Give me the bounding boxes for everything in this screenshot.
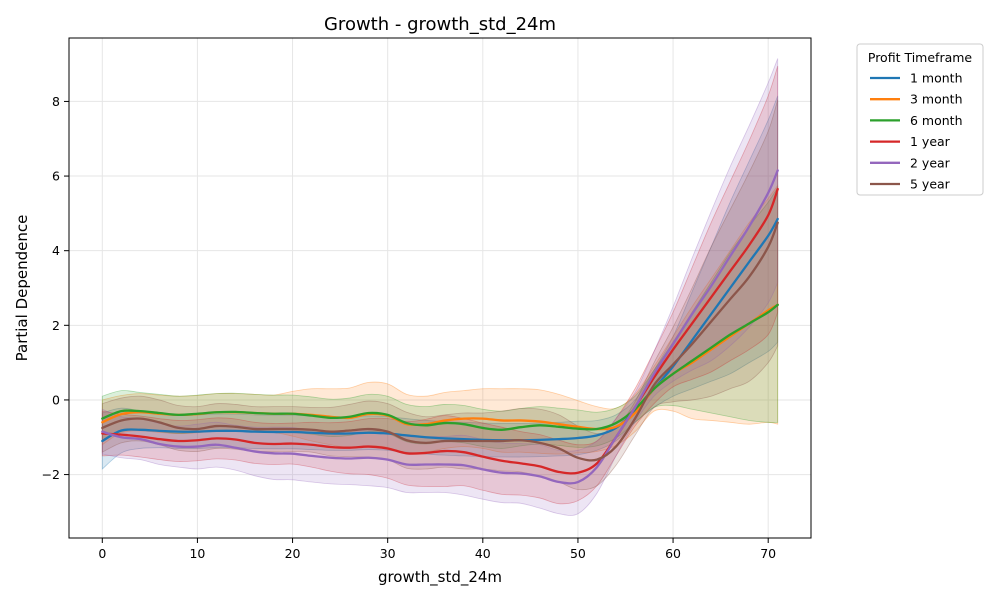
y-tick-label: 0 (52, 392, 60, 407)
grid (69, 38, 811, 538)
legend-box (856, 43, 984, 196)
legend-label-1: 3 month (910, 92, 963, 107)
series-line-2 (101, 303, 779, 431)
y-tick-label: 8 (52, 94, 60, 109)
confidence-band-2 (101, 185, 779, 449)
confidence-band-3 (101, 65, 779, 505)
y-axis-label: Partial Dependence (13, 215, 31, 362)
legend-items: 1 month 3 month 6 month 1 year 2 year 5 year (870, 71, 963, 192)
x-tick-label: 70 (760, 546, 776, 561)
x-tick-label: 20 (285, 546, 301, 561)
series-lines (101, 169, 779, 485)
series-line-5 (101, 221, 779, 462)
x-tick-label: 30 (380, 546, 396, 561)
y-tick-label: 6 (52, 169, 60, 184)
y-tick-label: 4 (52, 243, 60, 258)
confidence-band-5 (101, 99, 779, 491)
x-axis-label: growth_std_24m (378, 568, 502, 587)
x-axis: 0 10 20 30 40 50 60 70 (98, 538, 776, 561)
legend-label-5: 5 year (910, 177, 951, 192)
x-tick-label: 10 (189, 546, 205, 561)
confidence-band-1 (101, 184, 779, 455)
x-tick-label: 60 (665, 546, 681, 561)
x-tick-label: 40 (475, 546, 491, 561)
series-line-0 (101, 217, 779, 443)
x-tick-label: 50 (570, 546, 586, 561)
legend-label-0: 1 month (910, 71, 963, 86)
y-tick-label: 2 (52, 318, 60, 333)
legend-label-4: 2 year (910, 155, 951, 170)
plot-frame (68, 37, 812, 539)
y-axis: −2 0 2 4 6 8 (42, 94, 69, 482)
x-tick-label: 0 (98, 546, 106, 561)
chart-title: Growth - growth_std_24m (324, 14, 556, 35)
series-line-3 (101, 187, 779, 475)
legend-title: Profit Timeframe (868, 50, 973, 65)
series-line-4 (101, 169, 779, 485)
legend-label-2: 6 month (910, 113, 963, 128)
legend-label-3: 1 year (910, 134, 951, 149)
y-tick-label: −2 (42, 467, 60, 482)
